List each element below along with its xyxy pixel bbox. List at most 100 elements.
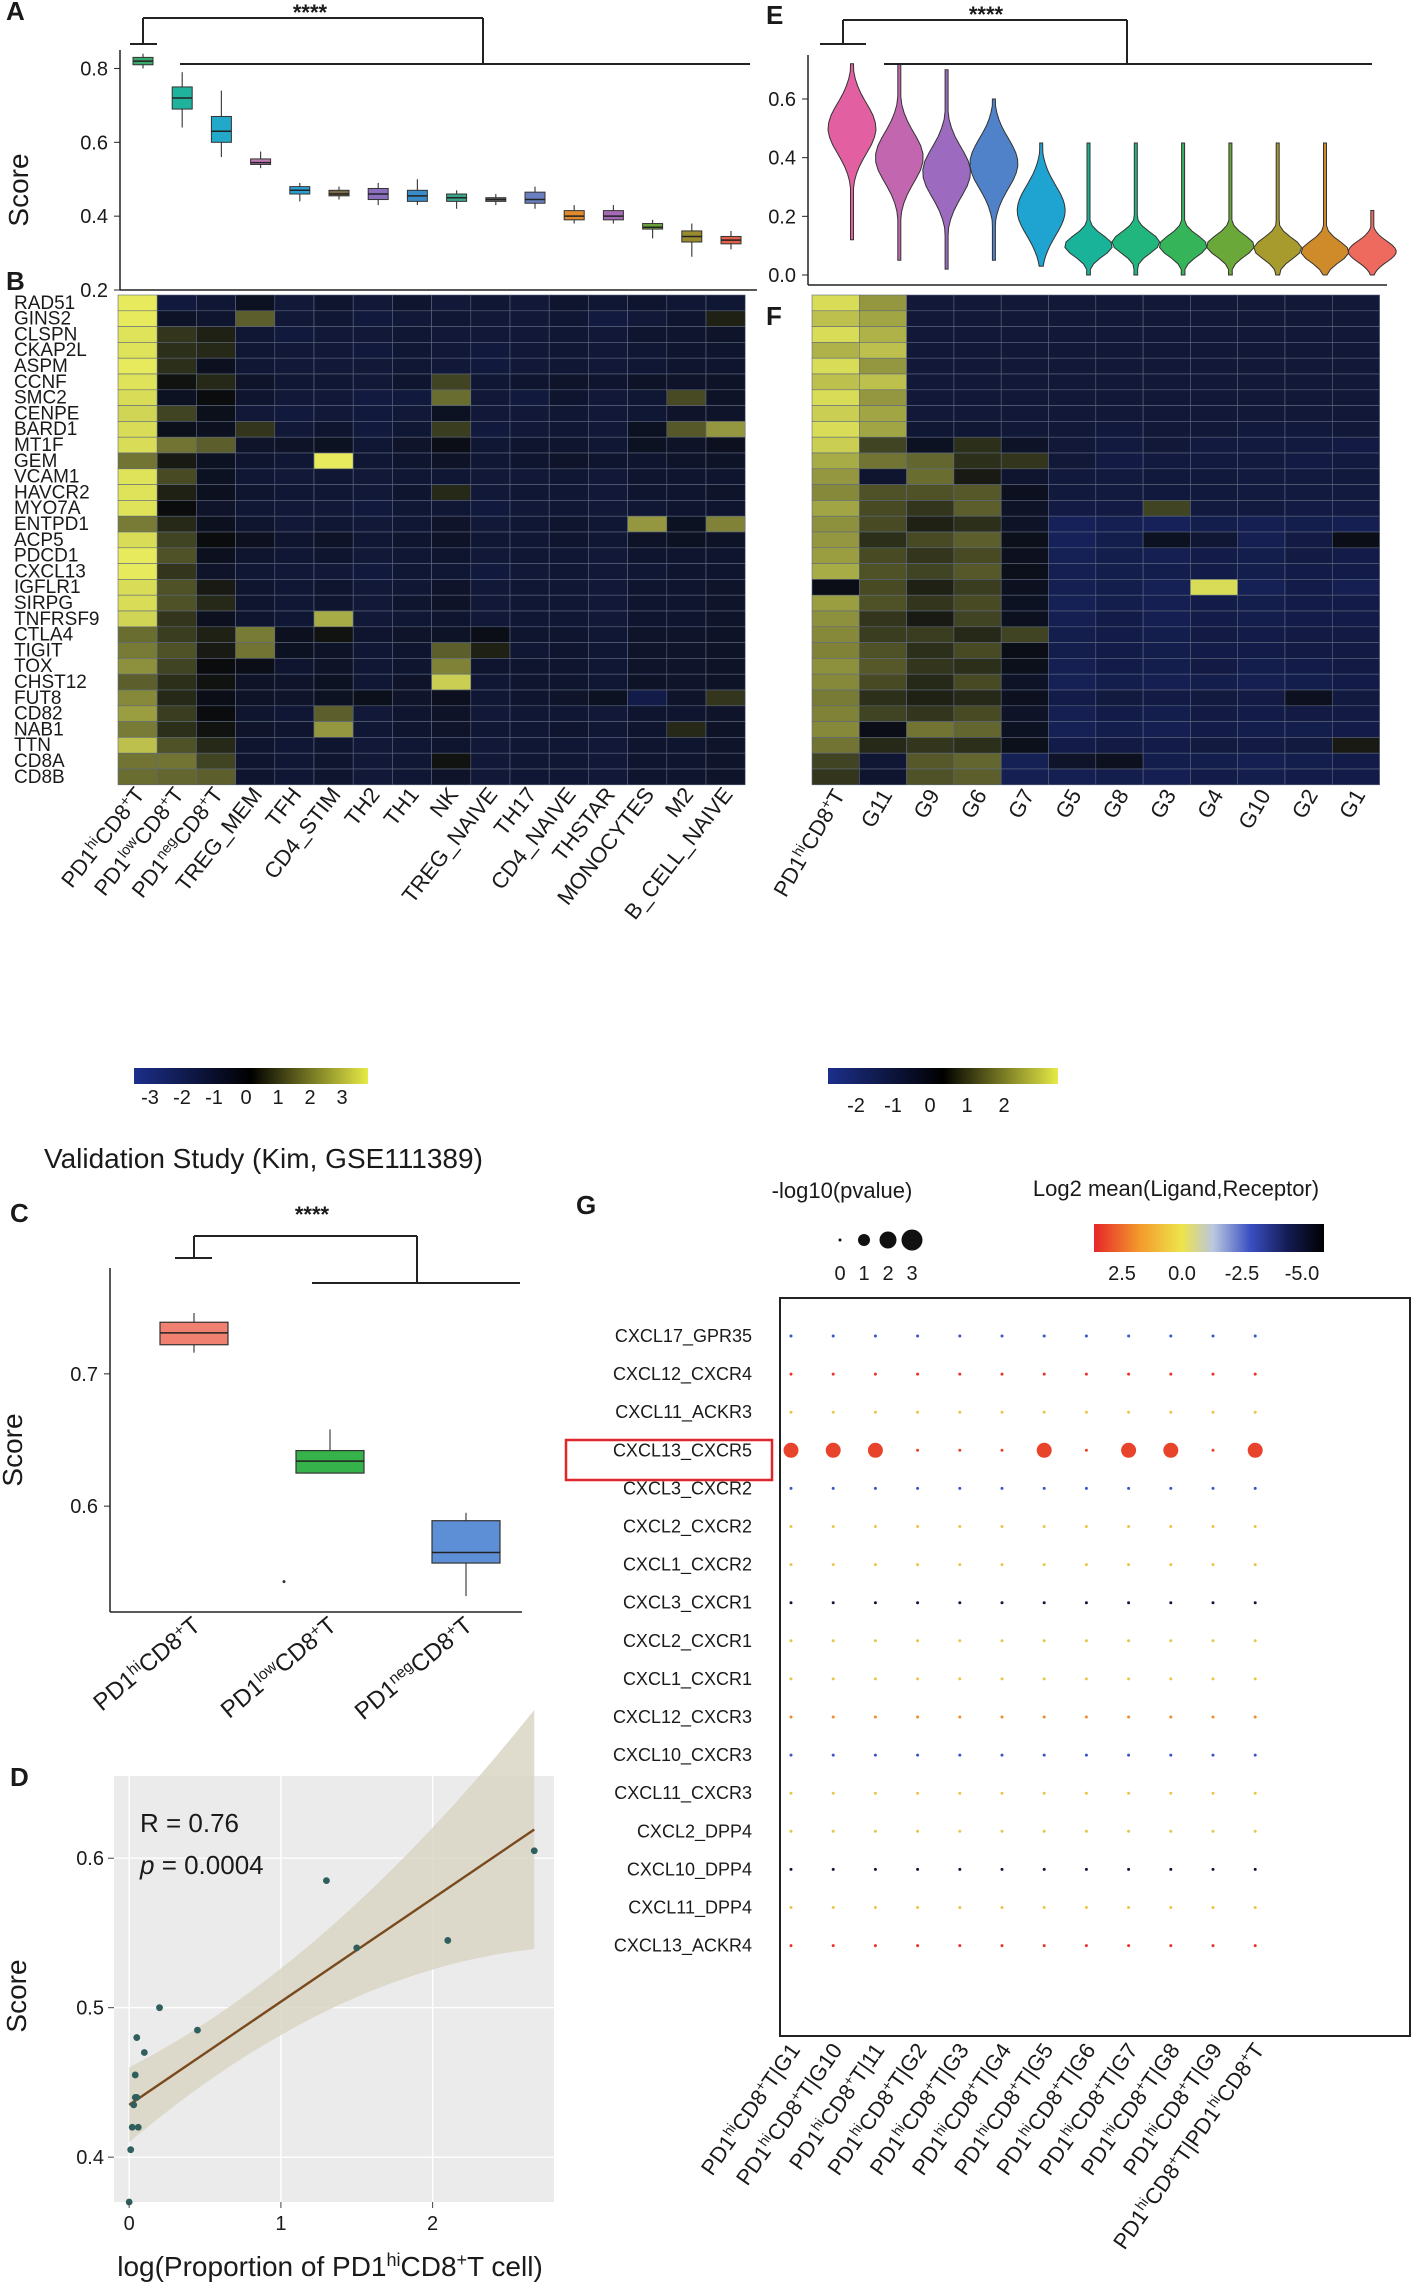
panel-f-cell <box>1332 500 1380 517</box>
panel-b-cell <box>588 310 628 327</box>
panel-f-cell <box>953 468 1002 485</box>
panel-f-cell <box>1284 294 1333 312</box>
panel-b-cell <box>548 515 589 533</box>
panel-b-cell <box>392 579 432 596</box>
panel-f-cell <box>1142 579 1191 596</box>
panel-b-cell <box>313 626 354 643</box>
panel-b-cell <box>666 500 707 517</box>
panel-b-cell <box>431 737 472 754</box>
panel-f-cell <box>1095 405 1144 422</box>
panel-b-cell <box>392 357 432 375</box>
panel-f-cell <box>858 721 907 738</box>
panel-b-cell <box>509 689 550 707</box>
panel-f-cell <box>1332 342 1380 359</box>
panel-b-cell <box>196 547 236 564</box>
panel-a-ylabel: Score <box>3 153 34 226</box>
panel-g-dot <box>1127 1791 1131 1795</box>
panel-b-cell <box>588 294 628 312</box>
panel-f-cell <box>1142 357 1191 375</box>
panel-f-cell <box>1095 721 1144 738</box>
panel-f-cell <box>953 658 1002 675</box>
panel-b-colorbar-tick: 1 <box>272 1087 283 1109</box>
panel-b-cell <box>666 721 707 738</box>
panel-g-dot <box>916 1791 920 1795</box>
panel-f-cell <box>1000 484 1049 501</box>
panel-f-cell <box>906 610 955 628</box>
panel-f-cell <box>858 626 907 643</box>
panel-f-cell <box>1332 689 1380 707</box>
panel-b-cell <box>548 484 589 501</box>
panel-b-cell <box>470 594 511 612</box>
panel-b-cell <box>117 626 158 643</box>
panel-g-dot <box>1169 1906 1173 1909</box>
panel-b-cell <box>666 689 707 707</box>
panel-b-cell <box>392 594 432 612</box>
panel-f-cell <box>858 484 907 501</box>
panel-b-cell <box>588 579 628 596</box>
panel-b-cell <box>470 721 511 738</box>
panel-f-cell <box>811 768 860 786</box>
panel-b-cell <box>352 737 393 754</box>
panel-b-cell <box>705 389 746 406</box>
panel-b-cell <box>196 500 236 517</box>
panel-g-dot <box>1169 1715 1173 1719</box>
panel-b-cell <box>431 642 472 659</box>
panel-b-cell <box>666 658 707 675</box>
panel-b-cell <box>509 721 550 738</box>
panel-b-cell <box>235 673 276 691</box>
panel-f-cell <box>1000 326 1049 343</box>
panel-b-cell <box>392 421 432 438</box>
panel-f-cell <box>1000 752 1049 770</box>
panel-g-row-cxcl17-gpr35: CXCL17_GPR35 <box>615 1326 752 1347</box>
panel-b-cell <box>666 610 707 628</box>
panel-f-cell <box>1048 579 1097 596</box>
panel-b-cell <box>705 610 746 628</box>
panel-g-dot <box>831 1867 835 1871</box>
panel-f-cell <box>1000 500 1049 517</box>
panel-b-cell <box>313 421 354 438</box>
panel-g-row-cxcl11-dpp4: CXCL11_DPP4 <box>628 1898 752 1919</box>
panel-f-colorbar-tick: -2 <box>847 1095 865 1117</box>
panel-b-cell <box>548 658 589 675</box>
panel-f-cell <box>1284 563 1333 580</box>
panel-g-dot <box>831 1791 835 1795</box>
panel-f-cell <box>1095 673 1144 691</box>
panel-b-cell <box>509 326 550 343</box>
panel-f-cell <box>811 373 860 391</box>
panel-g-dot <box>789 1601 793 1605</box>
panel-f-cell <box>953 310 1002 327</box>
panel-b-cell <box>274 752 315 770</box>
panel-f-cell <box>1000 689 1049 707</box>
panel-a-box-thstar <box>602 210 624 221</box>
panel-g-dot <box>831 1486 835 1490</box>
panel-b-cell <box>509 294 550 312</box>
panel-f-cell <box>1000 705 1049 722</box>
panel-g-dot <box>1253 1753 1257 1757</box>
panel-b-cell <box>705 310 746 327</box>
panel-b-cell <box>392 563 432 580</box>
panel-g-dot <box>958 1525 962 1528</box>
panel-e-violin-g1 <box>1347 210 1397 276</box>
panel-g-row-cxcl1-cxcr1: CXCL1_CXCR1 <box>623 1669 752 1690</box>
panel-f-cell <box>1048 610 1097 628</box>
panel-f-cell <box>858 563 907 580</box>
panel-b-cell <box>117 531 158 549</box>
panel-f-cell <box>1095 515 1144 533</box>
panel-b-cell <box>627 721 668 738</box>
panel-b-cell <box>666 737 707 754</box>
panel-b-cell <box>470 673 511 691</box>
panel-g-dot <box>1169 1486 1173 1490</box>
panel-f-cell <box>858 452 907 470</box>
panel-f-cell <box>1190 500 1239 517</box>
panel-f-cell <box>1142 389 1191 406</box>
panel-f-cell <box>1048 626 1097 643</box>
panel-b-cell <box>313 594 354 612</box>
panel-f-cell <box>1237 294 1286 312</box>
panel-b-cell <box>627 737 668 754</box>
panel-g-dot <box>873 1486 877 1490</box>
panel-b-cell <box>548 642 589 659</box>
panel-b-cell <box>666 626 707 643</box>
panel-f-cell <box>953 389 1002 406</box>
panel-b-cell <box>548 294 589 312</box>
panel-b-cell <box>509 484 550 501</box>
